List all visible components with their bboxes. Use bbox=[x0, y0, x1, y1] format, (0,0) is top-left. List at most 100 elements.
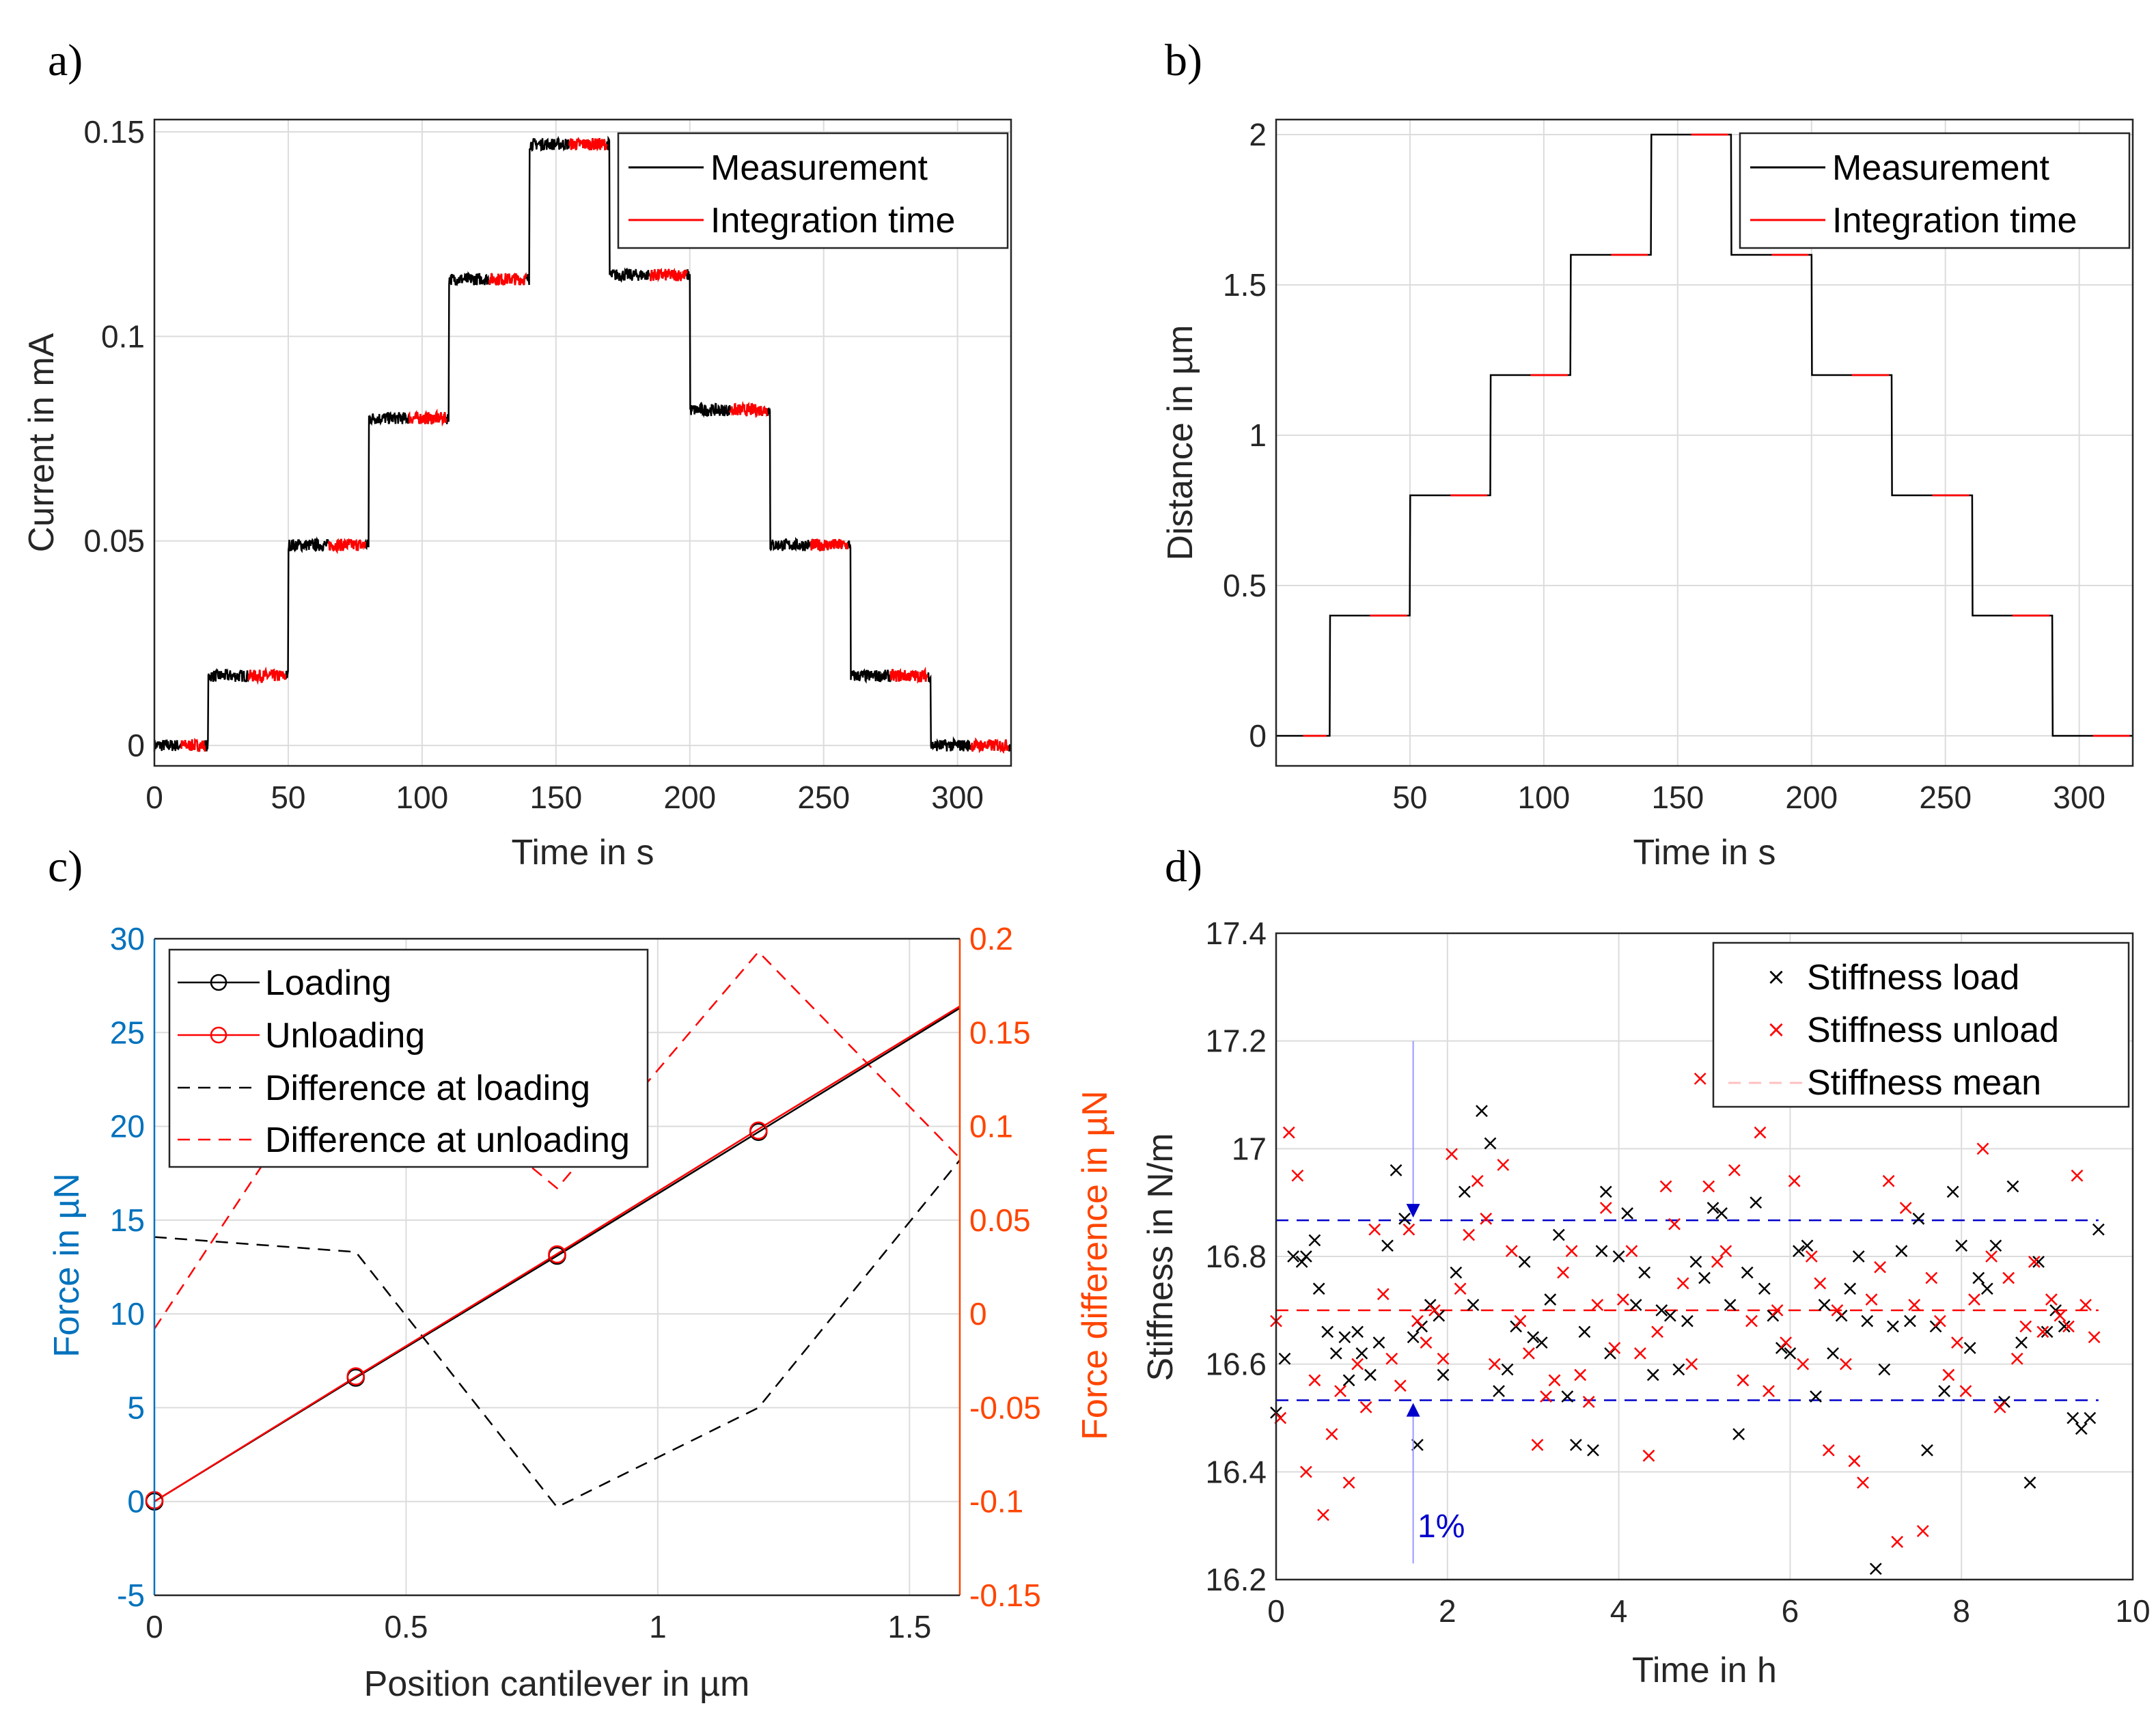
d-load-point bbox=[1501, 1363, 1514, 1376]
d-load-point bbox=[1308, 1234, 1321, 1247]
d-unload-point bbox=[1908, 1299, 1921, 1311]
d-unload-point bbox=[1916, 1525, 1929, 1537]
d-unload-point bbox=[1394, 1379, 1407, 1392]
d-unload-point bbox=[1540, 1390, 1552, 1403]
d-load-point bbox=[1989, 1239, 2002, 1252]
d-unload-point bbox=[1891, 1535, 1904, 1548]
d-unload-point-stroke bbox=[1420, 1336, 1433, 1349]
d-load-point bbox=[1527, 1331, 1540, 1344]
a-ytick-label: 0.05 bbox=[83, 523, 145, 559]
d-load-point bbox=[1552, 1228, 1565, 1241]
panel-a-label: a) bbox=[48, 36, 83, 85]
d-load-point-stroke bbox=[1390, 1164, 1402, 1176]
d-unload-point bbox=[1300, 1465, 1312, 1478]
d-unload-point bbox=[1402, 1223, 1415, 1236]
d-unload-point-stroke bbox=[1771, 1304, 1784, 1317]
d-load-point bbox=[1476, 1105, 1488, 1118]
d-load-point-stroke bbox=[1300, 1250, 1312, 1263]
c-unloading-marker bbox=[346, 1367, 365, 1386]
c-right-ytick-label: -0.1 bbox=[969, 1484, 1023, 1519]
a-ytick-label: 0.1 bbox=[101, 318, 145, 354]
d-load-point-stroke bbox=[1338, 1331, 1351, 1344]
d-unload-point bbox=[1865, 1293, 1878, 1306]
b-ytick-label: 2 bbox=[1249, 117, 1267, 152]
a-integration-segment bbox=[488, 272, 527, 286]
d-unload-point-stroke bbox=[1891, 1535, 1904, 1548]
d-unload-point bbox=[1985, 1250, 1998, 1263]
b-xtick-label: 50 bbox=[1392, 780, 1427, 815]
d-unload-point-stroke bbox=[1291, 1169, 1304, 1182]
d-unload-point-stroke bbox=[2062, 1320, 2075, 1333]
d-unload-point-stroke bbox=[1985, 1250, 1998, 1263]
panel-d: d) 0 2 4 6 8 10 16.2 16.4 16.6 16.8 17 17.2 17.4 Ti… bbox=[1141, 842, 2151, 1690]
d-load-point bbox=[1351, 1325, 1364, 1338]
d-unload-point-stroke bbox=[1497, 1159, 1510, 1171]
a-integration-segment bbox=[408, 409, 447, 427]
d-load-point bbox=[1946, 1185, 1959, 1198]
d-unload-point bbox=[1625, 1245, 1638, 1258]
b-ytick-label: 0 bbox=[1249, 718, 1267, 754]
d-ytick-label: 16.8 bbox=[1205, 1239, 1267, 1274]
d-unload-point bbox=[1308, 1374, 1321, 1387]
d-unload-point-stroke bbox=[1651, 1325, 1663, 1338]
panel-b-ylabel: Distance in µm bbox=[1161, 325, 1200, 561]
d-load-point bbox=[1638, 1266, 1651, 1279]
panel-a-yticks: 0 0.05 0.1 0.15 bbox=[83, 114, 145, 763]
d-load-point-stroke bbox=[1458, 1185, 1471, 1198]
d-unload-point-stroke bbox=[1574, 1368, 1587, 1381]
d-ytick-label: 16.2 bbox=[1205, 1562, 1267, 1597]
d-load-point-stroke bbox=[1278, 1352, 1291, 1365]
d-unload-point-stroke bbox=[1908, 1299, 1921, 1311]
d-load-point bbox=[1955, 1239, 1968, 1252]
d-unload-point-stroke bbox=[1625, 1245, 1638, 1258]
d-load-point bbox=[2058, 1320, 2071, 1333]
panel-d-legend: × Stiffness load × Stiffness unload Stif… bbox=[1712, 941, 2130, 1108]
d-load-point bbox=[2084, 1412, 2097, 1424]
d-unload-point-stroke bbox=[1514, 1314, 1527, 1327]
a-integration-segment bbox=[180, 737, 206, 752]
panel-d-legend-unload-marker: × bbox=[1767, 1016, 1786, 1043]
d-load-point bbox=[1450, 1266, 1463, 1279]
d-load-point bbox=[1437, 1368, 1450, 1381]
d-load-point-stroke bbox=[1364, 1368, 1377, 1381]
panel-b-xticks: 50 100 150 200 250 300 bbox=[1392, 780, 2105, 815]
panel-c-xticks: 0 0.5 1 1.5 bbox=[146, 1609, 931, 1644]
panel-d-ylabel: Stiffness in N/m bbox=[1141, 1133, 1180, 1381]
d-load-point bbox=[1861, 1314, 1874, 1327]
d-load-point-stroke bbox=[1672, 1363, 1685, 1376]
d-unload-point bbox=[1831, 1304, 1844, 1317]
c-xtick-label: 0 bbox=[146, 1609, 163, 1644]
d-unload-point-stroke bbox=[1916, 1525, 1929, 1537]
d-load-point-stroke bbox=[1544, 1293, 1557, 1306]
d-unload-point-stroke bbox=[2071, 1169, 2084, 1182]
d-unload-point-stroke bbox=[1616, 1293, 1629, 1306]
d-load-point bbox=[1287, 1250, 1299, 1263]
d-unload-point bbox=[1754, 1126, 1767, 1139]
d-ytick-label: 16.6 bbox=[1205, 1347, 1267, 1382]
d-xtick-label: 6 bbox=[1782, 1593, 1799, 1629]
d-unload-point-stroke bbox=[2054, 1309, 2067, 1322]
d-load-point-stroke bbox=[2084, 1412, 2097, 1424]
d-load-point bbox=[1493, 1385, 1505, 1397]
d-unload-point bbox=[1805, 1250, 1818, 1263]
d-unload-point bbox=[2010, 1352, 2023, 1365]
d-load-point-stroke bbox=[1904, 1314, 1916, 1327]
panel-c-legend-loading-marker bbox=[210, 974, 227, 991]
d-load-point bbox=[1732, 1428, 1745, 1441]
d-load-point bbox=[1972, 1271, 1985, 1284]
d-load-point bbox=[2041, 1325, 2054, 1338]
d-xtick-label: 0 bbox=[1267, 1593, 1285, 1629]
d-load-point bbox=[2015, 1336, 2028, 1349]
a-integration-segment bbox=[970, 736, 1009, 754]
d-unload-point bbox=[1694, 1072, 1706, 1085]
d-load-point-stroke bbox=[1467, 1299, 1480, 1311]
d-load-point-stroke bbox=[1646, 1368, 1659, 1381]
d-unload-point bbox=[1942, 1368, 1955, 1381]
d-unload-point-stroke bbox=[1968, 1293, 1980, 1306]
d-unload-point bbox=[1325, 1428, 1338, 1441]
d-load-point-stroke bbox=[1398, 1212, 1411, 1225]
d-load-point-stroke bbox=[1638, 1266, 1651, 1279]
d-unload-point-stroke bbox=[1317, 1509, 1329, 1522]
d-unload-point bbox=[1582, 1395, 1595, 1408]
d-load-point-stroke bbox=[1810, 1390, 1822, 1403]
